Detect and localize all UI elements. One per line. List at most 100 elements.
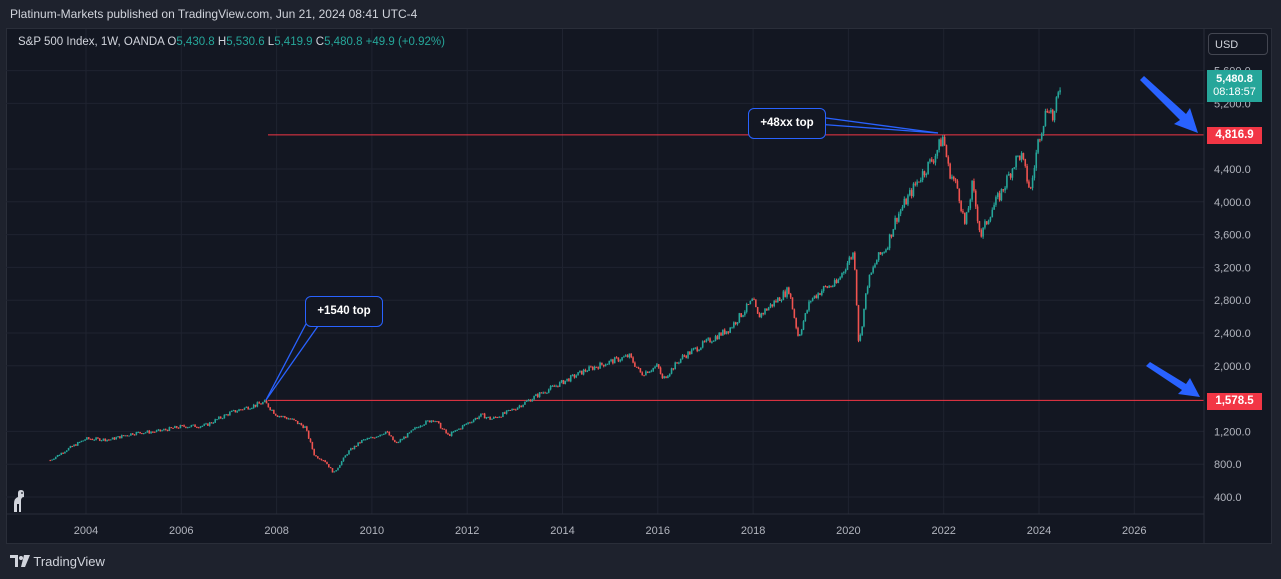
- candle-body: [624, 355, 627, 357]
- candle-body: [745, 304, 748, 312]
- candle-body: [722, 329, 724, 336]
- candle-body: [119, 436, 121, 439]
- high-key: H: [217, 36, 227, 48]
- candle-body: [469, 422, 471, 424]
- candle-body: [701, 341, 704, 348]
- callout-1540-top[interactable]: +1540 top: [305, 296, 383, 327]
- price-tick-label: 2,800.0: [1214, 295, 1251, 307]
- price-axis: 400.0 800.0 1,200.0 2,000.0 2,400.0 2,800.0 3,…: [1203, 29, 1251, 544]
- candle-body: [95, 437, 97, 440]
- candle-body: [908, 190, 911, 196]
- candle-body: [238, 409, 240, 412]
- candle-body: [170, 427, 173, 429]
- candle-body: [271, 409, 273, 411]
- candle-body: [707, 338, 709, 340]
- candle-body: [284, 416, 286, 418]
- candle-body: [470, 422, 473, 424]
- candle-body: [450, 431, 453, 436]
- time-tick-label: 2008: [264, 525, 288, 537]
- candle-body: [426, 420, 429, 422]
- callout-48xx-text: +48xx top: [760, 117, 814, 129]
- candle-body: [905, 198, 907, 205]
- candle-body: [723, 329, 726, 335]
- candle-body: [337, 467, 339, 471]
- candle-body: [368, 438, 370, 440]
- candle-body: [843, 271, 845, 273]
- candle-body: [236, 411, 238, 413]
- candle-body: [769, 304, 772, 308]
- candle-body: [971, 180, 973, 200]
- candle-body: [888, 234, 891, 249]
- candle-body: [276, 415, 279, 417]
- candle-body: [800, 329, 803, 335]
- candle-body: [481, 413, 484, 415]
- level-tag-upper-label: 4,816.9: [1215, 129, 1254, 141]
- candle-body: [395, 442, 398, 444]
- candle-body: [489, 416, 491, 420]
- candle-body: [108, 439, 110, 441]
- candle-body: [320, 459, 323, 461]
- candle-body: [991, 209, 994, 218]
- price-tick-label: 1,200.0: [1214, 426, 1251, 438]
- candle-body: [494, 416, 497, 418]
- candle-body: [65, 450, 68, 452]
- candle-body: [498, 416, 501, 418]
- candle-body: [700, 347, 702, 350]
- candle-body: [106, 439, 108, 442]
- open-value: 5,430.8: [176, 36, 215, 48]
- candle-body: [298, 423, 301, 425]
- candle-body: [331, 468, 334, 473]
- candle-body: [703, 341, 706, 343]
- candle-body: [357, 442, 359, 447]
- candle-body: [194, 424, 196, 428]
- candle-body: [639, 368, 642, 373]
- candle-body: [295, 419, 297, 421]
- candle-body: [350, 448, 352, 451]
- tradingview-logo[interactable]: TradingView: [10, 554, 105, 569]
- candle-body: [560, 380, 563, 383]
- candle-body: [648, 371, 651, 374]
- candle-body: [267, 403, 270, 408]
- candle-body: [197, 427, 200, 429]
- candle-body: [71, 446, 74, 448]
- candle-body: [304, 426, 306, 428]
- candle-body: [925, 173, 928, 176]
- candle-body: [1000, 189, 1003, 201]
- time-tick-label: 2020: [836, 525, 860, 537]
- callout-1540-pointer: [265, 325, 319, 401]
- candle-body: [751, 299, 753, 301]
- candle-body: [896, 217, 898, 222]
- candle-body: [311, 442, 314, 450]
- candle-body: [938, 139, 940, 151]
- candle-body: [505, 410, 508, 414]
- candle-body: [918, 181, 920, 183]
- candle-body: [705, 339, 708, 342]
- low-key: L: [267, 36, 275, 48]
- candle-body: [773, 301, 775, 307]
- candle-body: [542, 392, 545, 394]
- candle-body: [428, 420, 431, 423]
- candle-body: [146, 430, 149, 433]
- candle-body: [159, 429, 162, 432]
- candle-body: [965, 212, 968, 224]
- symbol-legend[interactable]: S&P 500 Index, 1W, OANDA O5,430.8 H5,530…: [18, 36, 445, 48]
- candle-body: [483, 413, 486, 419]
- candle-body: [632, 357, 634, 363]
- candle-body: [910, 190, 913, 197]
- candle-body: [452, 431, 455, 433]
- candle-body: [865, 293, 867, 309]
- currency-button[interactable]: USD: [1208, 33, 1268, 55]
- candle-body: [894, 217, 896, 230]
- candle-body: [293, 418, 295, 420]
- candle-body: [590, 366, 592, 368]
- candle-body: [410, 430, 413, 433]
- footer-bar: [0, 544, 1281, 579]
- callout-48xx-top[interactable]: +48xx top: [748, 108, 826, 139]
- candle-body: [531, 399, 534, 402]
- chart-pane[interactable]: [6, 28, 1272, 544]
- candle-body: [612, 359, 614, 364]
- candle-body: [855, 269, 858, 306]
- candle-body: [328, 464, 330, 468]
- candle-body: [527, 399, 530, 401]
